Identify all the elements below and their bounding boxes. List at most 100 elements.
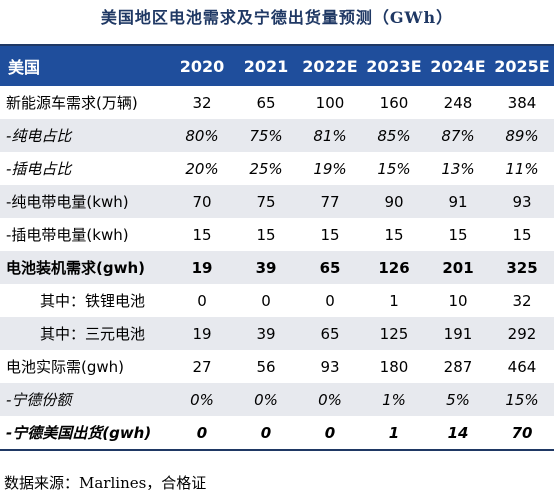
- cell: 0: [197, 291, 207, 310]
- cell: 75: [234, 185, 298, 218]
- cell: 75%: [234, 119, 298, 152]
- cell: 39: [234, 317, 298, 350]
- header-cell: 2021: [234, 45, 298, 86]
- cell: 126: [362, 251, 426, 284]
- title: 美国地区电池需求及宁德出货量预测（GWh）: [100, 8, 454, 27]
- source-note: 数据来源：Marlines，合格证: [4, 474, 207, 492]
- cell: 56: [256, 357, 276, 376]
- cell: 248: [443, 93, 473, 112]
- cell: 27: [192, 357, 212, 376]
- table-row: 新能源车需求(万辆) 32 65 100 160 248 384: [0, 86, 554, 119]
- cell: 93: [490, 185, 554, 218]
- cell: 15: [384, 225, 404, 244]
- table-row: -宁德份额 0% 0% 0% 1% 5% 15%: [0, 383, 554, 416]
- row-label: 电池实际需(gwh): [6, 358, 125, 376]
- cell: 15%: [377, 159, 411, 178]
- cell: 20%: [185, 159, 219, 178]
- cell: 19%: [313, 159, 347, 178]
- cell: 32: [512, 291, 532, 310]
- cell: 160: [379, 93, 409, 112]
- table-row: -纯电带电量(kwh) 70 75 77 90 91 93: [0, 185, 554, 218]
- header-cell: 美国: [0, 45, 170, 86]
- table-row: -插电占比 20% 25% 19% 15% 13% 11%: [0, 152, 554, 185]
- row-label: -纯电带电量(kwh): [0, 185, 170, 218]
- cell: 0%: [170, 383, 234, 416]
- cell: 15: [512, 225, 532, 244]
- cell: 19: [170, 317, 234, 350]
- cell: 1: [389, 291, 399, 310]
- cell: 81%: [298, 119, 362, 152]
- row-label: -宁德美国出货(gwh): [6, 424, 152, 442]
- cell: 25%: [249, 159, 283, 178]
- header-row: 美国 2020 2021 2022E 2023E 2024E 2025E: [0, 45, 554, 86]
- cell: 325: [490, 251, 554, 284]
- cell: 191: [426, 317, 490, 350]
- cell: 0: [324, 423, 336, 442]
- cell: 85%: [362, 119, 426, 152]
- cell: 65: [298, 317, 362, 350]
- cell: 15%: [490, 383, 554, 416]
- cell: 13%: [441, 159, 475, 178]
- cell: 0: [196, 423, 208, 442]
- cell: 93: [320, 357, 340, 376]
- cell: 10: [448, 291, 468, 310]
- cell: 100: [315, 93, 345, 112]
- table-row: -插电带电量(kwh) 15 15 15 15 15 15: [0, 218, 554, 251]
- header-cell: 2025E: [490, 45, 554, 86]
- header-cell: 2024E: [426, 45, 490, 86]
- header-cell: 2022E: [298, 45, 362, 86]
- cell: 39: [234, 251, 298, 284]
- cell: 91: [426, 185, 490, 218]
- cell: 89%: [490, 119, 554, 152]
- table-row: -宁德美国出货(gwh) 0 0 0 1 14 70: [0, 416, 554, 450]
- cell: 180: [379, 357, 409, 376]
- row-label: 电池装机需求(gwh): [0, 251, 170, 284]
- cell: 15: [448, 225, 468, 244]
- cell: 0%: [298, 383, 362, 416]
- cell: 1: [388, 423, 400, 442]
- cell: 15: [320, 225, 340, 244]
- cell: 0: [261, 291, 271, 310]
- cell: 201: [426, 251, 490, 284]
- cell: 1%: [362, 383, 426, 416]
- cell: 292: [490, 317, 554, 350]
- row-label: 其中：铁锂电池: [40, 292, 146, 310]
- cell: 0: [325, 291, 335, 310]
- cell: 0: [260, 423, 272, 442]
- cell: 464: [507, 357, 537, 376]
- row-label: -插电带电量(kwh): [6, 226, 129, 244]
- cell: 11%: [505, 159, 539, 178]
- cell: 125: [362, 317, 426, 350]
- cell: 90: [362, 185, 426, 218]
- header-cell: 2023E: [362, 45, 426, 86]
- cell: 32: [192, 93, 212, 112]
- table-row: 其中：铁锂电池 0 0 0 1 10 32: [0, 284, 554, 317]
- cell: 65: [298, 251, 362, 284]
- row-label: 其中：三元电池: [0, 317, 170, 350]
- cell: 77: [298, 185, 362, 218]
- cell: 384: [507, 93, 537, 112]
- row-label: -插电占比: [6, 160, 72, 178]
- cell: 19: [170, 251, 234, 284]
- cell: 70: [511, 423, 533, 442]
- forecast-table: 美国 2020 2021 2022E 2023E 2024E 2025E 新能源车需求(万辆…: [0, 44, 554, 451]
- row-label: -宁德份额: [0, 383, 170, 416]
- table-body: 新能源车需求(万辆) 32 65 100 160 248 384 -纯电占比 80% 75% 81%…: [0, 86, 554, 450]
- cell: 14: [447, 423, 469, 442]
- row-label: -纯电占比: [0, 119, 170, 152]
- cell: 70: [170, 185, 234, 218]
- table-row: 其中：三元电池 19 39 65 125 191 292: [0, 317, 554, 350]
- cell: 87%: [426, 119, 490, 152]
- header-cell: 2020: [170, 45, 234, 86]
- cell: 65: [256, 93, 276, 112]
- cell: 15: [256, 225, 276, 244]
- table-row: 电池装机需求(gwh) 19 39 65 126 201 325: [0, 251, 554, 284]
- cell: 15: [192, 225, 212, 244]
- row-label: 新能源车需求(万辆): [6, 94, 138, 112]
- cell: 5%: [426, 383, 490, 416]
- cell: 287: [443, 357, 473, 376]
- cell: 0%: [234, 383, 298, 416]
- table-row: -纯电占比 80% 75% 81% 85% 87% 89%: [0, 119, 554, 152]
- cell: 80%: [170, 119, 234, 152]
